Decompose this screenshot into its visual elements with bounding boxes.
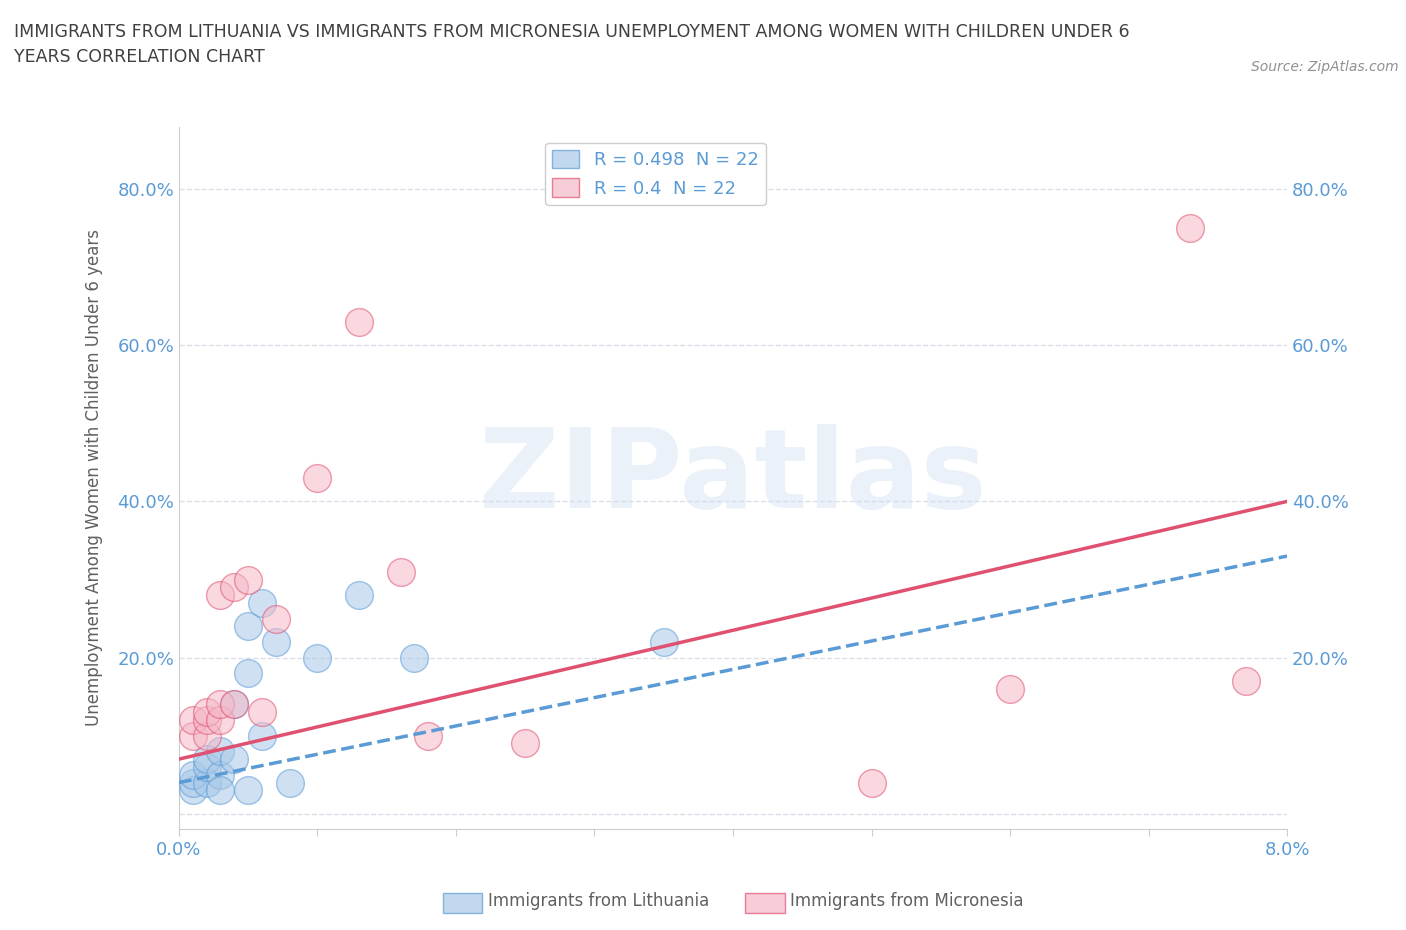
Point <box>195 712 218 727</box>
Text: Source: ZipAtlas.com: Source: ZipAtlas.com <box>1251 60 1399 74</box>
Point <box>418 728 440 743</box>
Point <box>250 728 273 743</box>
Point <box>181 767 204 782</box>
Point <box>181 712 204 727</box>
Point <box>998 682 1021 697</box>
Point <box>404 650 426 665</box>
Point <box>860 775 883 790</box>
Text: IMMIGRANTS FROM LITHUANIA VS IMMIGRANTS FROM MICRONESIA UNEMPLOYMENT AMONG WOMEN: IMMIGRANTS FROM LITHUANIA VS IMMIGRANTS … <box>14 23 1129 66</box>
Legend: R = 0.498  N = 22, R = 0.4  N = 22: R = 0.498 N = 22, R = 0.4 N = 22 <box>546 142 766 205</box>
Point <box>264 634 287 649</box>
Point <box>224 580 246 595</box>
Text: Immigrants from Micronesia: Immigrants from Micronesia <box>790 892 1024 910</box>
Point <box>389 565 412 579</box>
Point <box>181 775 204 790</box>
Text: ZIPatlas: ZIPatlas <box>479 424 987 532</box>
Point <box>195 775 218 790</box>
Point <box>195 751 218 766</box>
Point <box>238 572 260 587</box>
Point <box>224 697 246 711</box>
Point <box>250 705 273 720</box>
Point <box>278 775 301 790</box>
Point <box>224 697 246 711</box>
Point <box>181 728 204 743</box>
Point <box>209 588 232 603</box>
Point <box>209 744 232 759</box>
Point <box>209 697 232 711</box>
Point <box>652 634 675 649</box>
Point <box>515 736 537 751</box>
Point <box>238 619 260 634</box>
Point <box>264 611 287 626</box>
Point <box>347 314 370 329</box>
Point <box>347 588 370 603</box>
Point <box>238 666 260 681</box>
Point <box>195 728 218 743</box>
Y-axis label: Unemployment Among Women with Children Under 6 years: Unemployment Among Women with Children U… <box>86 230 103 726</box>
Point <box>1178 220 1201 235</box>
Point <box>195 705 218 720</box>
Point <box>307 650 329 665</box>
Point <box>181 783 204 798</box>
Point <box>238 783 260 798</box>
Point <box>209 783 232 798</box>
Point <box>209 767 232 782</box>
Point <box>307 471 329 485</box>
Text: Immigrants from Lithuania: Immigrants from Lithuania <box>488 892 709 910</box>
Point <box>209 712 232 727</box>
Point <box>1234 673 1257 688</box>
Point <box>195 760 218 775</box>
Point <box>250 595 273 610</box>
Point <box>224 751 246 766</box>
